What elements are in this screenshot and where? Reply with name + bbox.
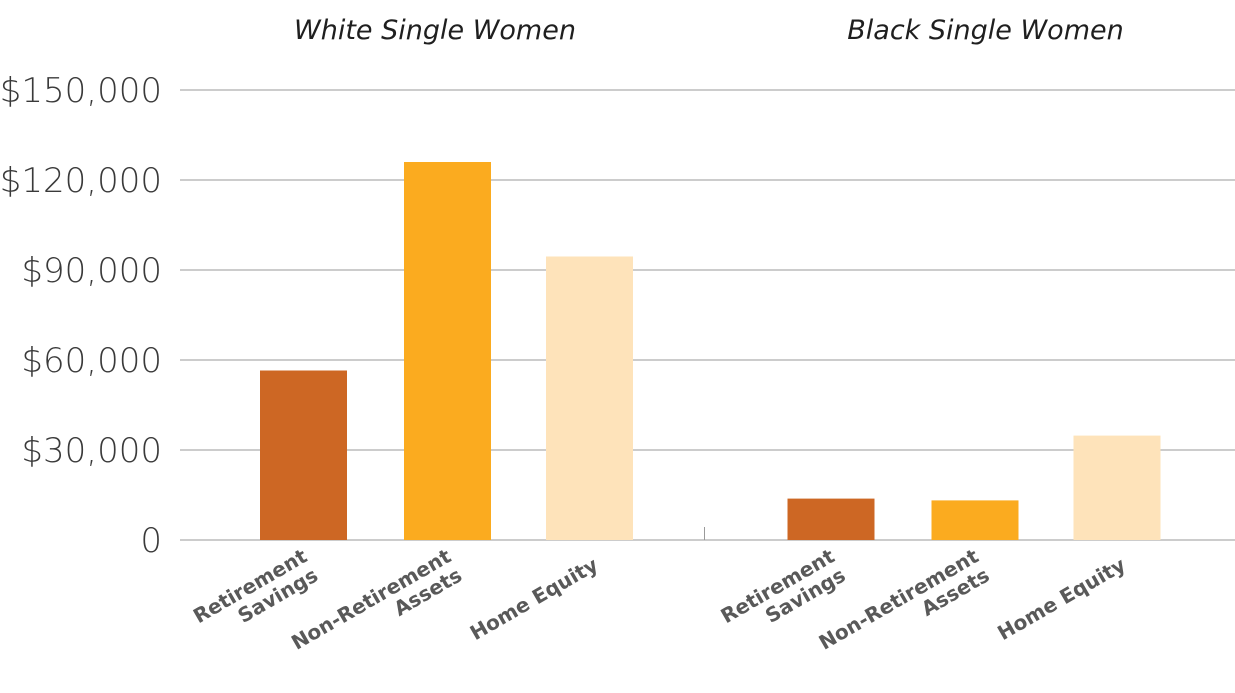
x-tick-label: Non-RetirementAssets [287,544,466,674]
x-tick-label: Home Equity [466,552,602,645]
group-title: Black Single Women [847,15,1123,46]
bar-home-equity [546,256,633,540]
y-tick-label: $30,000 [21,431,162,471]
y-tick-label: $90,000 [21,251,162,291]
y-tick-label: $150,000 [0,71,162,111]
y-tick-label: 0 [140,521,162,561]
bar-non-retirement-assets [931,500,1019,540]
group-titles: White Single Women Black Single Women [294,15,1124,46]
x-tick-label: Non-RetirementAssets [815,544,994,674]
y-axis-tick-labels: 0 $30,000 $60,000 $90,000 $120,000 $150,000 [0,71,162,561]
y-tick-label: $60,000 [21,341,162,381]
bar-non-retirement-assets [404,162,491,540]
group-title: White Single Women [294,15,576,46]
bar-retirement-savings [260,370,347,540]
bar-home-equity [1073,435,1161,540]
gridlines [180,89,1235,541]
bars [260,162,1161,540]
y-tick-label: $120,000 [0,161,162,201]
bar-retirement-savings [787,498,875,540]
x-tick-label: Home Equity [993,552,1129,645]
